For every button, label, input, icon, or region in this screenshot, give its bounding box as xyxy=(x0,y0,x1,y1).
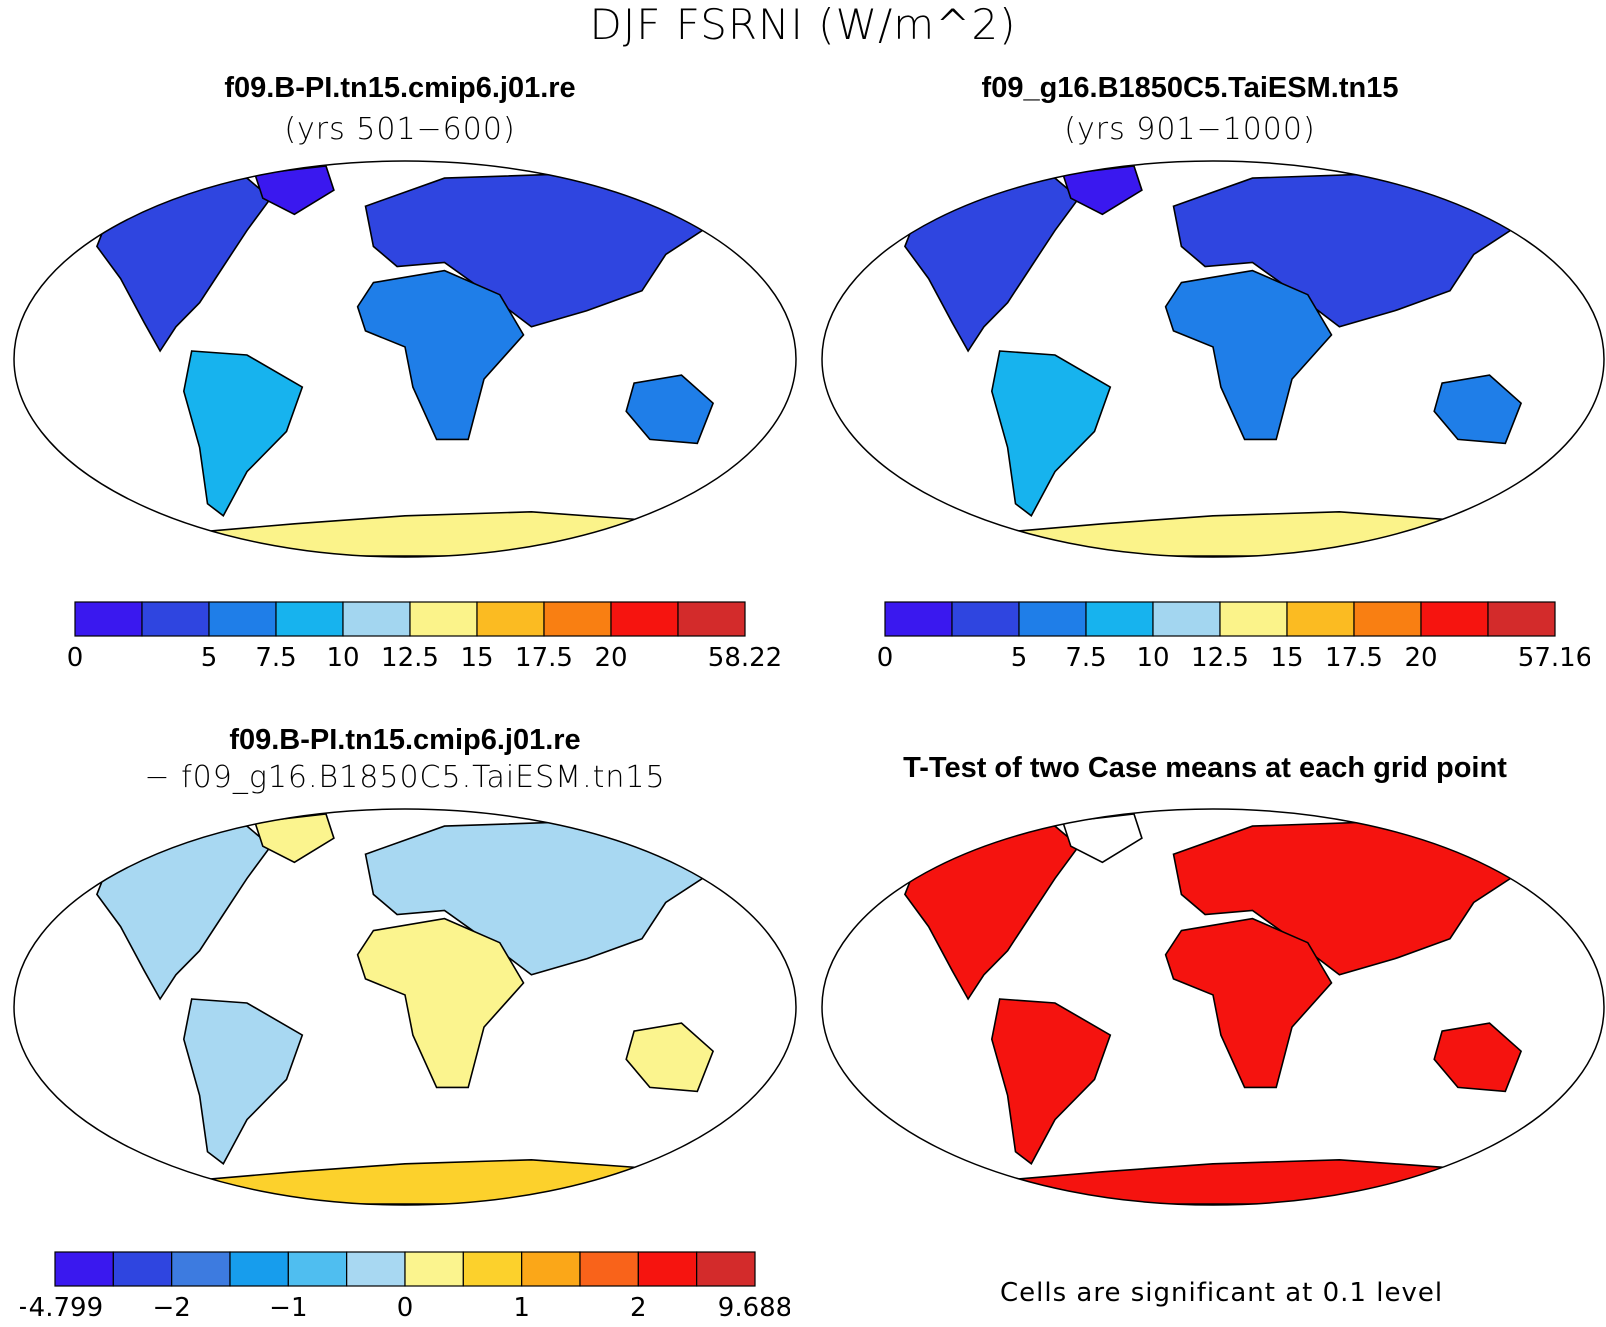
cbar-tr-swatch-2 xyxy=(1018,601,1087,637)
cbar-tl-swatch-7 xyxy=(543,601,612,637)
map-panel-top-right xyxy=(821,160,1605,558)
cbar-tl-tick-label-3: 7.5 xyxy=(255,643,296,673)
panel-title-bottom-right: T-Test of two Case means at each grid po… xyxy=(903,752,1507,784)
tl-australia xyxy=(625,374,715,445)
cbar-tr-tick-label-4: 10 xyxy=(1136,643,1169,673)
cbar-bl-tick-label-8: 1 xyxy=(513,1293,530,1323)
tl-greenland xyxy=(253,165,335,216)
cbar-tl-tick-label-6: 15 xyxy=(460,643,493,673)
panel-subtitle-top-right: (yrs 901−1000) xyxy=(1064,112,1316,147)
cbar-tl-tick-label-7: 17.5 xyxy=(515,643,573,673)
cbar-tr-tick-label-2: 5 xyxy=(1011,643,1028,673)
bl-south-america xyxy=(182,998,304,1166)
map-panel-bottom-right xyxy=(821,808,1605,1206)
cbar-tl-swatch-9 xyxy=(677,601,746,637)
cbar-tr-swatch-4 xyxy=(1152,601,1221,637)
cbar-tl-swatch-1 xyxy=(141,601,210,637)
panel-subtitle-bottom-left: − f09_g16.B1850C5.TaiESM.tn15 xyxy=(144,760,666,795)
cbar-bl-swatch-6 xyxy=(404,1251,464,1287)
bl-australia xyxy=(625,1022,715,1093)
br-south-america xyxy=(990,998,1112,1166)
panel-title-top-right: f09_g16.B1850C5.TaiESM.tn15 xyxy=(981,72,1399,104)
tl-south-america xyxy=(182,350,304,518)
bl-greenland xyxy=(253,813,335,864)
map-panel-top-left xyxy=(13,160,797,558)
cbar-tr-tick-label-0: 0 xyxy=(877,643,894,673)
cbar-tr-swatch-9 xyxy=(1487,601,1556,637)
cbar-tr-swatch-5 xyxy=(1219,601,1288,637)
br-africa xyxy=(1164,917,1333,1089)
significance-note: Cells are significant at 0.1 level xyxy=(1000,1278,1444,1308)
cbar-bl-tick-label-4: −1 xyxy=(269,1293,307,1323)
map-panel-bottom-left xyxy=(13,808,797,1206)
tr-greenland xyxy=(1061,165,1143,216)
br-greenland xyxy=(1061,813,1143,864)
panel-title-bottom-left: f09.B-PI.tn15.cmip6.j01.re xyxy=(229,724,581,756)
tr-map-border xyxy=(821,160,1605,558)
cbar-bl-swatch-3 xyxy=(229,1251,289,1287)
cbar-bl-tick-label-2: −2 xyxy=(153,1293,191,1323)
tr-australia xyxy=(1433,374,1523,445)
cbar-bl-swatch-2 xyxy=(171,1251,231,1287)
cbar-bl-swatch-4 xyxy=(287,1251,348,1287)
cbar-tr-tick-label-8: 20 xyxy=(1404,643,1437,673)
cbar-tr-tick-label-10: 57.16 xyxy=(1518,643,1590,673)
cbar-bl-swatch-9 xyxy=(579,1251,639,1287)
cbar-tl-tick-label-5: 12.5 xyxy=(381,643,439,673)
cbar-tl-swatch-0 xyxy=(74,601,143,637)
cbar-tr-swatch-0 xyxy=(884,601,953,637)
cbar-bl-swatch-11 xyxy=(696,1251,756,1287)
colorbar-top-left: 0 5 7.5 10 12.5 15 17.5 20 58.22 xyxy=(67,601,780,673)
cbar-tl-tick-label-10: 58.22 xyxy=(708,643,780,673)
cbar-tr-swatch-8 xyxy=(1420,601,1489,637)
cbar-tr-swatch-6 xyxy=(1286,601,1355,637)
panel-subtitle-top-left: (yrs 501−600) xyxy=(284,112,516,147)
cbar-bl-swatch-1 xyxy=(112,1251,173,1287)
tr-africa xyxy=(1164,269,1333,441)
cbar-bl-tick-label-12: 9.688 xyxy=(718,1293,790,1323)
panel-title-top-left: f09.B-PI.tn15.cmip6.j01.re xyxy=(224,72,576,104)
tr-south-america xyxy=(990,350,1112,518)
cbar-tr-tick-label-3: 7.5 xyxy=(1065,643,1106,673)
colorbar-top-right: 0 5 7.5 10 12.5 15 17.5 20 57.16 xyxy=(877,601,1590,673)
bl-africa xyxy=(356,917,525,1089)
bl-map-border xyxy=(13,808,797,1206)
cbar-bl-swatch-5 xyxy=(346,1251,406,1287)
cbar-bl-swatch-7 xyxy=(462,1251,523,1287)
cbar-tl-swatch-2 xyxy=(208,601,277,637)
colorbar-bottom-left: −4.799 −2 −1 0 1 2 9.688 xyxy=(20,1251,790,1323)
cbar-tl-swatch-5 xyxy=(409,601,478,637)
cbar-bl-swatch-10 xyxy=(637,1251,698,1287)
tl-africa xyxy=(356,269,525,441)
cbar-tl-tick-label-2: 5 xyxy=(201,643,218,673)
cbar-bl-swatch-8 xyxy=(521,1251,581,1287)
figure-title: DJF FSRNI (W/m^2) xyxy=(589,0,1017,49)
br-map-border xyxy=(821,808,1605,1206)
cbar-tl-tick-label-4: 10 xyxy=(326,643,359,673)
cbar-bl-tick-label-10: 2 xyxy=(630,1293,647,1323)
cbar-tl-tick-label-8: 20 xyxy=(594,643,627,673)
cbar-tl-swatch-4 xyxy=(342,601,411,637)
cbar-tl-swatch-8 xyxy=(610,601,679,637)
cbar-bl-swatch-0 xyxy=(54,1251,114,1287)
br-australia xyxy=(1433,1022,1523,1093)
cbar-tr-swatch-3 xyxy=(1085,601,1154,637)
cbar-bl-tick-label-6: 0 xyxy=(397,1293,414,1323)
tl-map-border xyxy=(13,160,797,558)
cbar-tr-tick-label-7: 17.5 xyxy=(1325,643,1383,673)
cbar-bl-tick-label-0: −4.799 xyxy=(20,1293,103,1323)
cbar-tr-swatch-7 xyxy=(1353,601,1422,637)
cbar-tr-tick-label-6: 15 xyxy=(1270,643,1303,673)
cbar-tl-swatch-3 xyxy=(275,601,344,637)
cbar-tl-swatch-6 xyxy=(476,601,545,637)
cbar-tr-swatch-1 xyxy=(951,601,1020,637)
cbar-tr-tick-label-5: 12.5 xyxy=(1191,643,1249,673)
cbar-tl-tick-label-0: 0 xyxy=(67,643,84,673)
